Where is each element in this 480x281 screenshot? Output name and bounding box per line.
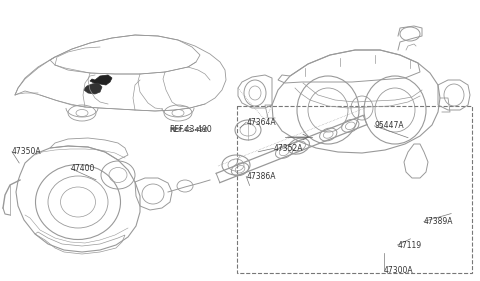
Text: 47386A: 47386A — [246, 172, 276, 181]
Text: REF.43-490: REF.43-490 — [169, 127, 208, 133]
Text: 47352A: 47352A — [274, 144, 303, 153]
Text: 47300A: 47300A — [384, 266, 414, 275]
Text: 47389A: 47389A — [424, 217, 453, 226]
Polygon shape — [84, 83, 102, 94]
Text: 47119: 47119 — [397, 241, 421, 250]
Polygon shape — [90, 75, 112, 85]
Text: 47350A: 47350A — [12, 147, 42, 156]
Text: 95447A: 95447A — [374, 121, 404, 130]
Text: 47364A: 47364A — [246, 118, 276, 127]
Text: REF.43-490: REF.43-490 — [169, 125, 212, 134]
Text: 47400: 47400 — [71, 164, 96, 173]
Bar — [237, 106, 472, 273]
